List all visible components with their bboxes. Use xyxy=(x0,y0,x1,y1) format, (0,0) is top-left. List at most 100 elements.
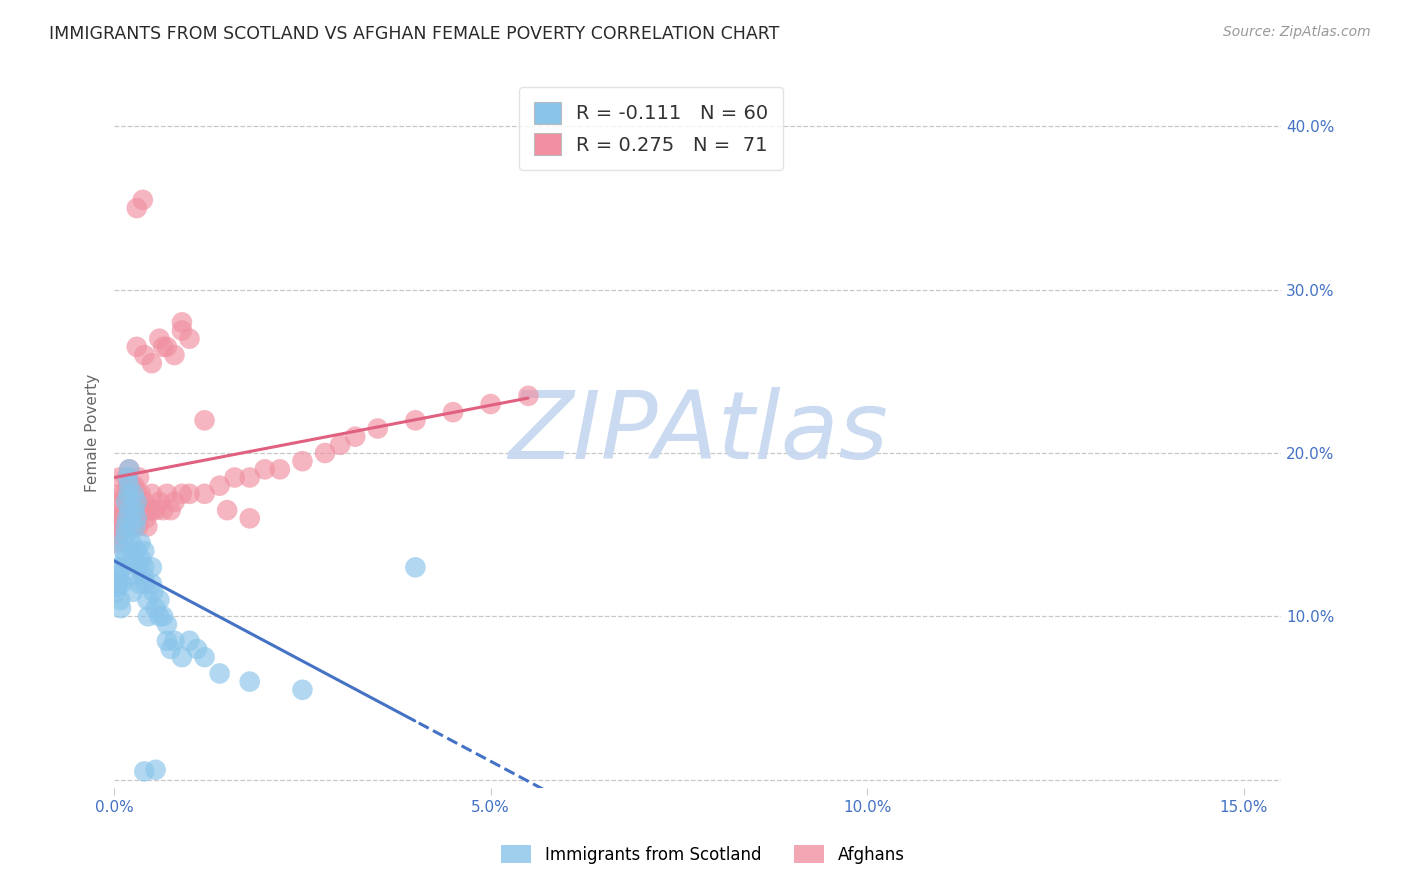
Point xyxy=(156,340,179,354)
Point xyxy=(110,503,132,517)
Point xyxy=(128,470,150,484)
Point xyxy=(344,430,367,444)
Point xyxy=(141,356,163,370)
Point xyxy=(136,519,159,533)
Point xyxy=(107,511,129,525)
Point xyxy=(148,332,170,346)
Point xyxy=(141,560,163,574)
Point xyxy=(118,462,141,476)
Point xyxy=(329,438,352,452)
Point xyxy=(110,487,132,501)
Text: Source: ZipAtlas.com: Source: ZipAtlas.com xyxy=(1223,25,1371,39)
Point xyxy=(115,495,138,509)
Point xyxy=(145,503,167,517)
Point xyxy=(115,470,138,484)
Point xyxy=(111,576,134,591)
Point xyxy=(141,576,163,591)
Point xyxy=(224,470,246,484)
Point xyxy=(117,503,139,517)
Point xyxy=(129,536,152,550)
Point xyxy=(179,633,201,648)
Point xyxy=(163,495,186,509)
Point xyxy=(107,576,129,591)
Point xyxy=(122,511,145,525)
Point xyxy=(118,503,141,517)
Point xyxy=(120,503,142,517)
Point xyxy=(141,487,163,501)
Point xyxy=(479,397,502,411)
Point xyxy=(127,560,149,574)
Point xyxy=(145,763,167,777)
Point xyxy=(114,527,136,541)
Point xyxy=(163,348,186,362)
Point xyxy=(517,389,540,403)
Point xyxy=(129,487,152,501)
Point xyxy=(122,519,145,533)
Point xyxy=(118,495,141,509)
Point xyxy=(124,478,146,492)
Point xyxy=(170,650,193,665)
Point xyxy=(111,560,134,574)
Point xyxy=(135,511,157,525)
Point xyxy=(112,487,135,501)
Text: ZIPAtlas: ZIPAtlas xyxy=(508,387,887,478)
Point xyxy=(134,544,156,558)
Point xyxy=(111,495,134,509)
Point xyxy=(112,519,135,533)
Point xyxy=(152,609,174,624)
Point xyxy=(148,609,170,624)
Point xyxy=(104,519,127,533)
Point xyxy=(152,340,174,354)
Point xyxy=(134,560,156,574)
Point xyxy=(107,560,129,574)
Point xyxy=(105,536,128,550)
Point xyxy=(156,633,179,648)
Point xyxy=(129,552,152,566)
Point xyxy=(152,503,174,517)
Point xyxy=(193,650,215,665)
Point xyxy=(114,552,136,566)
Point xyxy=(112,536,135,550)
Point xyxy=(124,503,146,517)
Point xyxy=(367,421,389,435)
Point xyxy=(115,511,138,525)
Point xyxy=(193,413,215,427)
Point xyxy=(125,544,148,558)
Point xyxy=(135,576,157,591)
Point xyxy=(136,503,159,517)
Point xyxy=(239,674,262,689)
Point xyxy=(156,617,179,632)
Point xyxy=(142,584,165,599)
Point xyxy=(114,503,136,517)
Point xyxy=(141,503,163,517)
Point xyxy=(114,519,136,533)
Point xyxy=(156,487,179,501)
Point xyxy=(125,340,148,354)
Point xyxy=(134,348,156,362)
Point xyxy=(134,764,156,779)
Point xyxy=(179,487,201,501)
Point xyxy=(110,601,132,615)
Point xyxy=(148,593,170,607)
Legend: Immigrants from Scotland, Afghans: Immigrants from Scotland, Afghans xyxy=(495,838,911,871)
Point xyxy=(159,503,181,517)
Point xyxy=(108,568,131,582)
Point xyxy=(239,470,262,484)
Point xyxy=(125,503,148,517)
Legend: R = -0.111   N = 60, R = 0.275   N =  71: R = -0.111 N = 60, R = 0.275 N = 71 xyxy=(519,87,783,170)
Point xyxy=(128,576,150,591)
Point xyxy=(291,682,314,697)
Point xyxy=(404,560,426,574)
Point xyxy=(148,495,170,509)
Point xyxy=(314,446,336,460)
Point xyxy=(208,478,231,492)
Point xyxy=(118,478,141,492)
Point xyxy=(124,495,146,509)
Point xyxy=(121,495,143,509)
Point xyxy=(136,609,159,624)
Point xyxy=(186,642,208,657)
Text: IMMIGRANTS FROM SCOTLAND VS AFGHAN FEMALE POVERTY CORRELATION CHART: IMMIGRANTS FROM SCOTLAND VS AFGHAN FEMAL… xyxy=(49,25,779,43)
Point xyxy=(110,593,132,607)
Point xyxy=(269,462,291,476)
Point xyxy=(170,315,193,329)
